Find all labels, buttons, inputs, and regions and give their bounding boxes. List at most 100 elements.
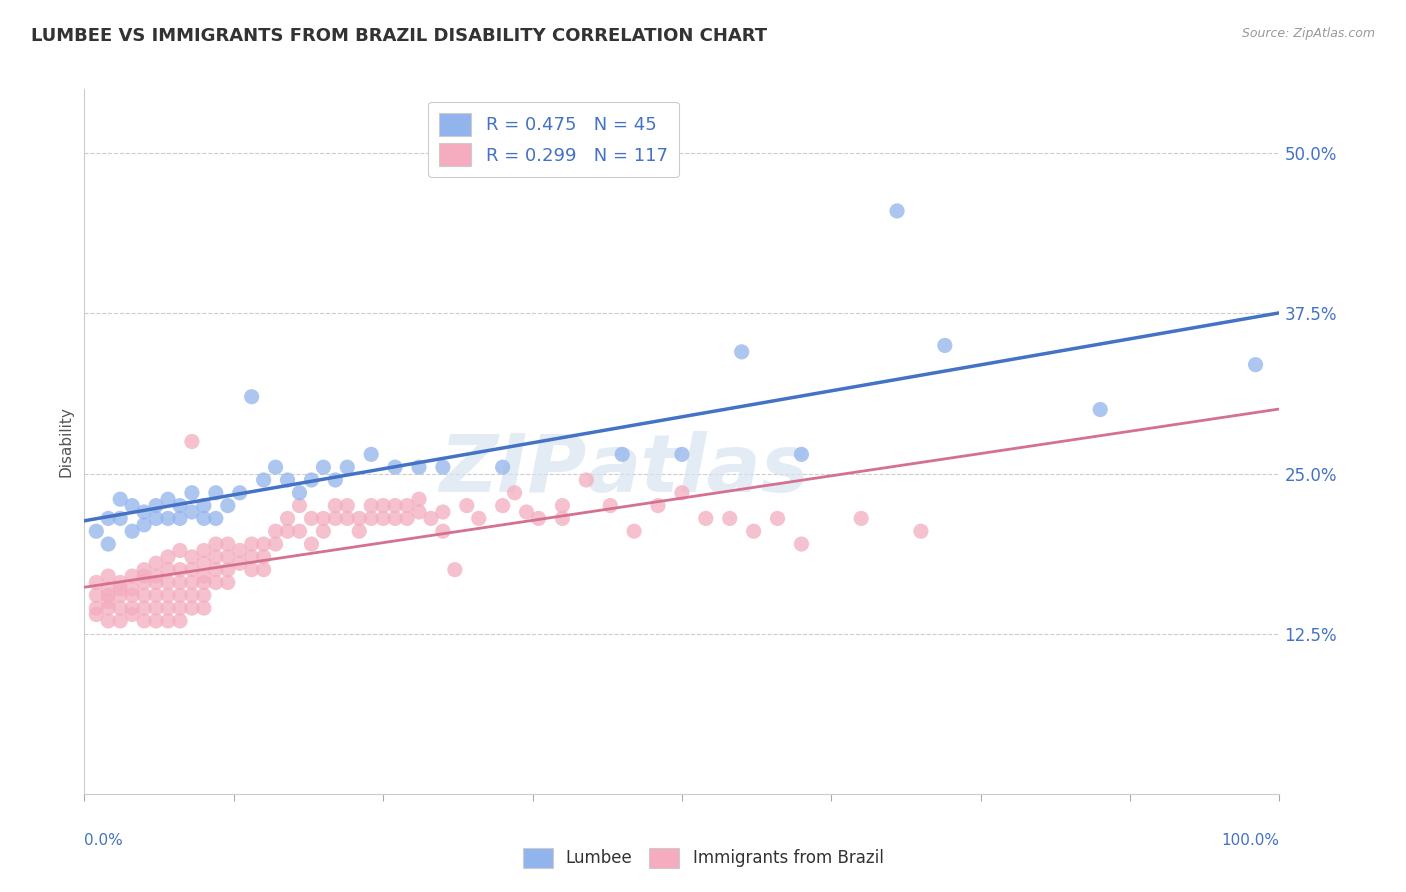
Point	[205, 549, 228, 564]
Point	[229, 556, 252, 570]
Text: Source: ZipAtlas.com: Source: ZipAtlas.com	[1241, 27, 1375, 40]
Point	[240, 563, 263, 577]
Point	[145, 614, 167, 628]
Point	[157, 492, 180, 507]
Point	[110, 582, 132, 596]
Point	[97, 582, 120, 596]
Point	[325, 473, 347, 487]
Point	[384, 511, 406, 525]
Point	[169, 543, 191, 558]
Point	[612, 447, 634, 461]
Point	[121, 601, 143, 615]
Point	[157, 575, 180, 590]
Point	[229, 543, 252, 558]
Point	[181, 505, 204, 519]
Point	[217, 575, 239, 590]
Point	[336, 511, 359, 525]
Point	[432, 524, 454, 539]
Point	[790, 447, 813, 461]
Point	[718, 511, 741, 525]
Point	[145, 556, 167, 570]
Point	[396, 511, 419, 525]
Point	[110, 588, 132, 602]
Text: ZIP: ZIP	[439, 431, 586, 508]
Point	[301, 473, 323, 487]
Point	[157, 588, 180, 602]
Point	[86, 607, 108, 622]
Point	[312, 524, 335, 539]
Point	[264, 460, 287, 475]
Point	[468, 511, 491, 525]
Point	[277, 524, 299, 539]
Point	[193, 556, 215, 570]
Point	[181, 601, 204, 615]
Point	[157, 601, 180, 615]
Point	[205, 575, 228, 590]
Point	[110, 614, 132, 628]
Point	[349, 524, 371, 539]
Point	[181, 575, 204, 590]
Point	[193, 543, 215, 558]
Point	[373, 499, 395, 513]
Point	[264, 524, 287, 539]
Point	[205, 511, 228, 525]
Legend: Lumbee, Immigrants from Brazil: Lumbee, Immigrants from Brazil	[516, 841, 890, 875]
Point	[432, 505, 454, 519]
Point	[97, 601, 120, 615]
Point	[253, 549, 276, 564]
Point	[1244, 358, 1267, 372]
Point	[86, 575, 108, 590]
Point	[145, 569, 167, 583]
Point	[408, 460, 430, 475]
Point	[97, 595, 120, 609]
Point	[253, 563, 276, 577]
Point	[132, 614, 156, 628]
Point	[121, 569, 143, 583]
Point	[97, 511, 120, 525]
Point	[157, 614, 180, 628]
Point	[647, 499, 669, 513]
Point	[623, 524, 645, 539]
Point	[456, 499, 478, 513]
Point	[121, 524, 143, 539]
Point	[193, 601, 215, 615]
Point	[193, 575, 215, 590]
Point	[169, 588, 191, 602]
Legend: R = 0.475   N = 45, R = 0.299   N = 117: R = 0.475 N = 45, R = 0.299 N = 117	[427, 102, 679, 177]
Point	[121, 588, 143, 602]
Point	[695, 511, 717, 525]
Point	[145, 575, 167, 590]
Point	[1090, 402, 1112, 417]
Point	[277, 473, 299, 487]
Point	[205, 563, 228, 577]
Point	[145, 588, 167, 602]
Point	[575, 473, 598, 487]
Point	[181, 549, 204, 564]
Point	[492, 460, 515, 475]
Point	[86, 601, 108, 615]
Point	[132, 588, 156, 602]
Point	[132, 569, 156, 583]
Point	[325, 511, 347, 525]
Point	[253, 473, 276, 487]
Point	[132, 505, 156, 519]
Point	[169, 601, 191, 615]
Point	[97, 614, 120, 628]
Point	[145, 601, 167, 615]
Point	[349, 511, 371, 525]
Point	[384, 499, 406, 513]
Point	[181, 588, 204, 602]
Point	[934, 338, 956, 352]
Point	[86, 524, 108, 539]
Point	[492, 499, 515, 513]
Point	[851, 511, 873, 525]
Point	[132, 563, 156, 577]
Point	[432, 460, 454, 475]
Point	[288, 499, 311, 513]
Point	[157, 511, 180, 525]
Point	[205, 537, 228, 551]
Point	[193, 499, 215, 513]
Text: 0.0%: 0.0%	[84, 832, 124, 847]
Point	[253, 537, 276, 551]
Point	[360, 447, 382, 461]
